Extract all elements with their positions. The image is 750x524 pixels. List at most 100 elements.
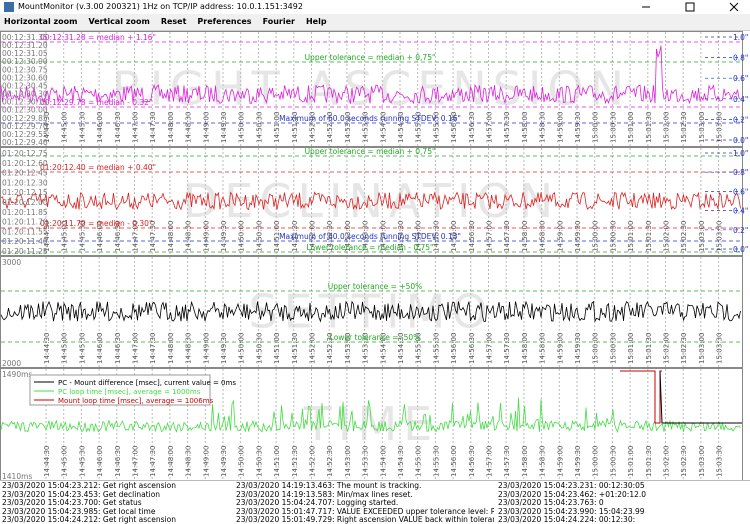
- axis-label: 2000: [2, 359, 21, 368]
- time-label: 14:50:00: [238, 221, 246, 252]
- time-label: 15:03:00: [698, 112, 706, 143]
- log-line: 23/03/2020 15:04:24.224: 00:12:30:: [498, 515, 636, 524]
- time-label: 14:51:30: [291, 333, 299, 364]
- axis-label: 1410ms: [2, 472, 32, 480]
- annotation: Upper tolerance = median + 0,75": [305, 53, 436, 62]
- time-label: 14:54:30: [397, 446, 405, 477]
- axis-label: 00:12:30.00: [2, 106, 48, 115]
- time-label: 15:01:30: [645, 333, 653, 364]
- time-label: 15:01:30: [645, 112, 653, 143]
- scale-label: 1.0": [733, 149, 748, 158]
- time-label: 14:53:30: [362, 112, 370, 143]
- time-label: 15:02:30: [680, 333, 688, 364]
- time-label: 14:46:30: [114, 221, 122, 252]
- time-label: 14:57:30: [503, 446, 511, 477]
- time-label: 14:56:30: [468, 333, 476, 364]
- time-label: 14:59:30: [574, 333, 582, 364]
- app-icon: [4, 2, 14, 12]
- time-label: 14:47:30: [149, 112, 157, 143]
- time-label: 15:01:00: [627, 221, 635, 252]
- menu-item[interactable]: Horizontal zoom: [4, 17, 78, 26]
- menu-bar: Horizontal zoom Vertical zoom Reset Prefere…: [0, 14, 750, 31]
- time-label: 14:58:30: [539, 446, 547, 477]
- time-label: 14:50:30: [255, 446, 263, 477]
- time-label: 15:02:00: [663, 333, 671, 364]
- axis-label: 00:12:31.05: [2, 49, 48, 58]
- time-label: 14:58:30: [539, 333, 547, 364]
- time-label: 14:44:30: [43, 446, 51, 477]
- axis-label: 1490ms: [2, 370, 32, 379]
- log-line: 23/03/2020 15:04:23.231: 00:12:30:05: [498, 482, 645, 490]
- time-label: 14:58:30: [539, 112, 547, 143]
- time-label: 15:01:30: [645, 446, 653, 477]
- axis-label: 00:12:29.40: [2, 138, 48, 147]
- signal-trace: [0, 300, 741, 323]
- menu-item[interactable]: Help: [305, 17, 327, 26]
- scale-label: 0.0": [733, 136, 748, 145]
- annotation: 01:20:12.40 = median + 0.40": [40, 163, 156, 172]
- time-label: 14:44:30: [43, 333, 51, 364]
- time-label: 14:48:30: [185, 221, 193, 252]
- menu-item[interactable]: Preferences: [197, 17, 252, 26]
- signal-trace: [0, 45, 741, 105]
- time-label: 14:57:30: [503, 333, 511, 364]
- log-column: 23/03/2020 14:19:13.463: The mount is tr…: [236, 482, 494, 524]
- menu-item[interactable]: Reset: [160, 17, 187, 26]
- time-label: 14:59:00: [556, 446, 564, 477]
- time-label: 14:51:00: [273, 446, 281, 477]
- time-label: 14:50:30: [255, 333, 263, 364]
- log-line: 23/03/2020 15:04:23.763: 0: [498, 498, 604, 508]
- axis-label: 00:12:31.35: [2, 33, 48, 42]
- log-column: 23/03/2020 15:04:23.231: 00:12:30:05 23/0…: [498, 482, 748, 524]
- menu-item[interactable]: Fourier: [262, 17, 295, 26]
- time-label: 14:47:00: [132, 333, 140, 364]
- log-line: 23/03/2020 15:04:24.707: Logging started…: [236, 498, 399, 508]
- time-label: 14:51:00: [273, 112, 281, 143]
- plot-area: RIGHT ASCENSION 14:44:30 14:45:00 14:45:30 1…: [0, 31, 748, 480]
- signal-trace: [0, 191, 741, 211]
- legend-box: [29, 374, 211, 406]
- time-label: 14:59:00: [556, 221, 564, 252]
- time-label: 14:45:00: [61, 112, 69, 143]
- time-label: 15:02:00: [663, 221, 671, 252]
- time-label: 14:47:00: [132, 221, 140, 252]
- time-label: 14:44:30: [43, 221, 51, 252]
- window-controls[interactable]: [630, 0, 750, 14]
- axis-label: 3000: [2, 258, 21, 267]
- time-label: 14:45:00: [61, 446, 69, 477]
- signal-trace: [0, 397, 741, 433]
- menu-item[interactable]: Vertical zoom: [88, 17, 150, 26]
- time-label: 14:49:00: [202, 446, 210, 477]
- axis-label: 01:20:12.75: [2, 149, 48, 158]
- axis-label: 01:20:11.40: [2, 237, 48, 246]
- time-label: 15:00:30: [609, 221, 617, 252]
- time-label: 14:54:00: [379, 221, 387, 252]
- time-label: 14:57:30: [503, 221, 511, 252]
- time-label: 14:48:00: [167, 112, 175, 143]
- time-label: 14:46:00: [96, 221, 104, 252]
- time-label: 15:01:00: [627, 446, 635, 477]
- time-label: 14:49:00: [202, 221, 210, 252]
- time-label: 14:49:00: [202, 333, 210, 364]
- time-label: 14:46:00: [96, 446, 104, 477]
- time-label: 15:03:00: [698, 221, 706, 252]
- time-label: 14:53:00: [344, 333, 352, 364]
- time-label: 15:02:30: [680, 112, 688, 143]
- time-label: 15:02:00: [663, 446, 671, 477]
- time-label: 15:03:30: [716, 333, 724, 364]
- time-label: 14:58:30: [539, 221, 547, 252]
- time-label: 14:52:00: [309, 112, 317, 143]
- time-label: 14:56:30: [468, 221, 476, 252]
- time-label: 14:59:30: [574, 446, 582, 477]
- time-label: 14:57:00: [486, 446, 494, 477]
- log-area: 23/03/2020 15:04:23.212: Get right ascen…: [0, 480, 750, 524]
- log-column: 23/03/2020 15:04:23.212: Get right ascen…: [2, 482, 232, 524]
- axis-label: 01:20:11.70: [2, 218, 48, 227]
- log-line: 23/03/2020 14:19:13.463: The mount is tr…: [236, 482, 422, 490]
- time-label: 14:58:00: [521, 446, 529, 477]
- annotation: Maximum of 60.0 seconds running STDEV: 0…: [279, 114, 461, 123]
- time-label: 14:46:00: [96, 333, 104, 364]
- annotation: 00:12:29.78 = median - 0.32": [40, 98, 152, 107]
- time-label: 14:54:00: [379, 446, 387, 477]
